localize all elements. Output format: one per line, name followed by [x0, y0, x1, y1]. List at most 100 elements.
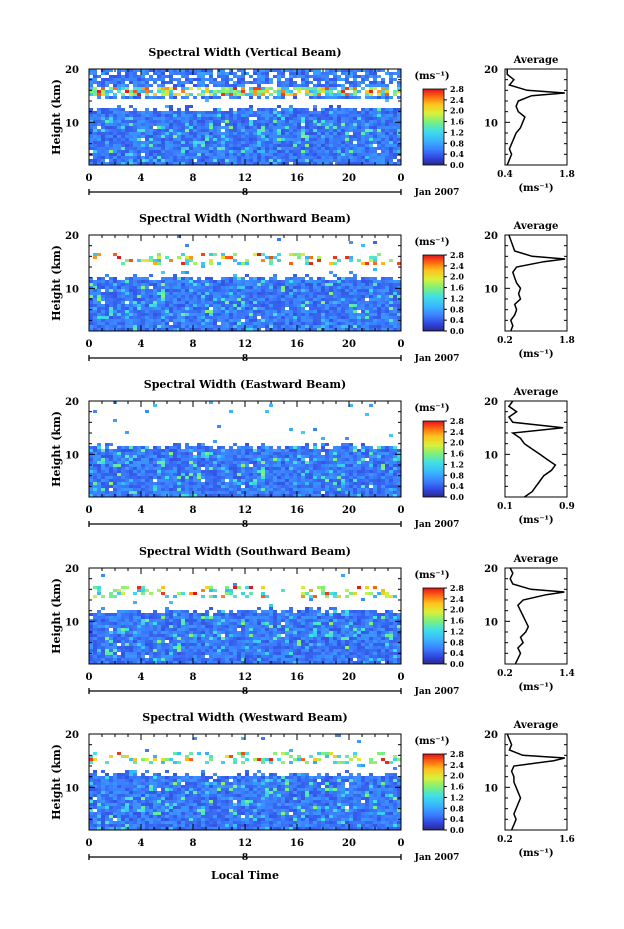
heatmap-cell — [333, 470, 337, 473]
heatmap-cell — [381, 147, 385, 150]
heatmap-cell — [297, 126, 301, 129]
heatmap-cell — [309, 117, 313, 120]
heatmap-cell — [313, 144, 317, 147]
heatmap-cell — [353, 144, 357, 147]
heatmap-cell — [217, 117, 221, 120]
heatmap-cell — [257, 295, 261, 298]
heatmap-cell — [313, 159, 317, 162]
heatmap-cell — [97, 289, 101, 292]
heatmap-cell — [301, 485, 305, 488]
heatmap-cell — [261, 93, 265, 96]
heatmap-cell — [233, 325, 237, 328]
heatmap-cell — [165, 81, 169, 84]
heatmap-cell — [241, 322, 245, 325]
heatmap-cell — [273, 153, 277, 156]
heatmap-cell — [169, 129, 173, 132]
heatmap-cell — [261, 126, 265, 129]
heatmap-cell — [249, 455, 253, 458]
heatmap-cell — [173, 307, 177, 310]
heatmap-cell — [385, 304, 389, 307]
heatmap-cell — [221, 295, 225, 298]
heatmap-cell — [109, 461, 113, 464]
heatmap-cell — [317, 259, 321, 262]
heatmap-cell — [189, 72, 193, 75]
heatmap-cell — [361, 316, 365, 319]
heatmap-cell — [385, 473, 389, 476]
heatmap-cell — [349, 75, 353, 78]
heatmap-cell — [217, 458, 221, 461]
heatmap-cell — [233, 132, 237, 135]
heatmap-cell — [221, 126, 225, 129]
heatmap-cell — [341, 328, 345, 331]
heatmap-cell — [249, 105, 253, 108]
heatmap-cell — [313, 443, 317, 446]
heatmap-cell — [245, 147, 249, 150]
heatmap-cell — [305, 162, 309, 165]
heatmap-cell — [117, 105, 121, 108]
heatmap-cell — [209, 123, 213, 126]
heatmap-cell — [325, 322, 329, 325]
heatmap-cell — [369, 90, 373, 93]
heatmap-cell — [233, 123, 237, 126]
heatmap-cell — [265, 69, 269, 72]
heatmap-cell — [269, 126, 273, 129]
heatmap-cell — [173, 325, 177, 328]
heatmap-cell — [169, 455, 173, 458]
heatmap-cell — [185, 111, 189, 114]
heatmap-cell — [269, 78, 273, 81]
heatmap-cell — [105, 162, 109, 165]
heatmap-cell — [233, 114, 237, 117]
heatmap-cell — [301, 141, 305, 144]
heatmap-cell — [141, 476, 145, 479]
heatmap-cell — [361, 129, 365, 132]
heatmap-cell — [317, 319, 321, 322]
heatmap-cell — [313, 455, 317, 458]
heatmap-cell — [269, 470, 273, 473]
heatmap-cell — [245, 313, 249, 316]
heatmap-cell — [233, 150, 237, 153]
heatmap-cell — [305, 292, 309, 295]
heatmap-cell — [137, 325, 141, 328]
heatmap-cell — [201, 114, 205, 117]
heatmap-cell — [217, 135, 221, 138]
heatmap-cell — [125, 123, 129, 126]
heatmap-cell — [257, 473, 261, 476]
heatmap-cell — [373, 108, 377, 111]
heatmap-cell — [297, 316, 301, 319]
heatmap-cell — [245, 310, 249, 313]
heatmap-cell — [217, 461, 221, 464]
heatmap-cell — [177, 129, 181, 132]
heatmap-cell — [297, 120, 301, 123]
heatmap-cell — [369, 319, 373, 322]
heatmap-cell — [121, 325, 125, 328]
heatmap-cell — [293, 283, 297, 286]
heatmap-cell — [161, 153, 165, 156]
heatmap-cell — [101, 304, 105, 307]
heatmap-cell — [165, 138, 169, 141]
heatmap-cell — [189, 289, 193, 292]
heatmap-cell — [109, 280, 113, 283]
heatmap-cell — [257, 114, 261, 117]
heatmap-cell — [381, 135, 385, 138]
heatmap-cell — [349, 123, 353, 126]
heatmap-cell — [329, 449, 333, 452]
heatmap-cell — [361, 446, 365, 449]
heatmap-cell — [89, 473, 93, 476]
heatmap-cell — [229, 449, 233, 452]
heatmap-cell — [205, 476, 209, 479]
heatmap-cell — [341, 156, 345, 159]
heatmap-cell — [105, 467, 109, 470]
heatmap-cell — [353, 298, 357, 301]
heatmap-cell — [137, 319, 141, 322]
heatmap-cell — [285, 156, 289, 159]
heatmap-cell — [305, 90, 309, 93]
heatmap-cell — [269, 452, 273, 455]
heatmap-cell — [225, 455, 229, 458]
heatmap-cell — [225, 111, 229, 114]
heatmap-cell — [105, 150, 109, 153]
heatmap-cell — [329, 464, 333, 467]
heatmap-cell — [209, 319, 213, 322]
heatmap-cell — [369, 129, 373, 132]
heatmap-cell — [141, 464, 145, 467]
heatmap-cell — [257, 292, 261, 295]
